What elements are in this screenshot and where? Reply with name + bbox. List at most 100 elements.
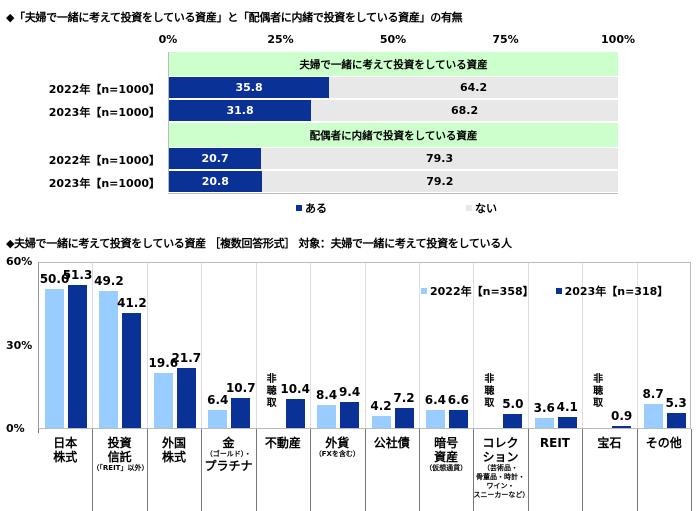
y-tick-label: 0% [6,422,25,435]
group-band-label: 配偶者に内緒で投資をしている資産 [169,123,618,147]
category-label: 日本 株式 [38,436,92,464]
legend-label: 2023年【n=318】 [564,285,669,298]
category-main-text: 日本 [53,436,78,450]
legend-swatch-icon [555,288,562,294]
category-main-text: 信託 [107,450,132,464]
axis-tick-label: 100% [601,33,635,46]
bar-2022 [534,417,554,428]
grid-line [310,263,312,428]
grid-line [146,263,148,428]
grid-line [364,263,366,428]
bar-2023 [394,407,414,428]
data-label: 49.2 [94,274,124,289]
group-band-label: 夫婦で一緒に考えて投資をしている資産 [169,52,618,76]
bar-2023 [122,313,142,428]
data-label: 10.7 [225,381,256,396]
row-label: 2022年【n=1000】 [48,83,160,96]
y-tick-label: 30% [6,338,33,352]
grid-line [582,263,584,428]
data-label: 4.2 [370,399,392,414]
data-label: 6.6 [447,392,470,407]
bar-2022 [643,403,663,428]
category-main-text: 資産 [434,450,459,464]
category-separator [636,429,638,511]
grid-line [201,263,203,428]
category-separator [691,429,692,511]
bar-segment-nai: 79.2 [261,171,618,192]
bar-2023 [176,367,196,428]
category-sub-text: （芸術品・ [483,464,519,472]
legend-label: ない [475,202,497,215]
axis-tick-label: 75% [492,33,519,46]
category-main-text: 金 [222,436,235,450]
category-sub-text: （「REIT」以外） [92,464,149,472]
no-data-char: 聴 [266,386,277,397]
category-separator [201,429,203,511]
category-sub-text: ワイン・ [486,482,515,490]
row-label: 2023年【n=1000】 [48,106,160,119]
category-separator [418,429,420,511]
legend-item: 2023年【n=318】 [555,283,669,299]
bar-2023 [231,398,251,428]
category-separator [255,429,257,511]
bar-segment-aru: 35.8 [169,77,330,98]
data-label: 0.9 [611,408,633,423]
category-separator [364,429,366,511]
category-main-text: 投資 [107,436,132,450]
legend-item: 2022年【n=358】 [421,283,534,299]
bar-2022 [317,404,337,428]
bar-segment-aru: 20.8 [169,171,262,192]
data-label: 7.2 [393,390,415,405]
category-separator [582,429,584,511]
no-data-char: 取 [266,398,277,409]
bottom-plot-area: 2022年【n=358】 2023年【n=318】 50.0 51.3 49.2 41.2… [38,262,691,429]
category-main-text: 株式 [162,450,187,464]
category-sub-text: 骨董品・時計・ [476,473,526,481]
data-label: 5.0 [502,397,524,412]
no-data-char: 非 [266,374,277,385]
no-data-label: 非聴取 [266,374,278,410]
axis-tick-label: 0% [158,33,178,46]
category-separator [473,429,475,511]
category-main-text: 暗号 [434,436,459,450]
y-tick-label: 60% [6,255,33,268]
grid-line [473,263,475,428]
category-sub-text: （ゴールド）・ [205,450,252,458]
data-label: 41.2 [117,296,147,311]
top-chart-title: ◆「夫婦で一緒に考えて投資をしている資産」と「配偶者に内緒で投資をしている資産」… [6,11,463,24]
category-main-text: プラチナ [204,459,253,473]
grid-line [636,263,638,428]
row-label: 2022年【n=1000】 [48,154,160,167]
category-label: 外貨 （FXを含む） [310,436,364,459]
category-main-text: 株式 [53,450,78,464]
data-label: 51.3 [62,268,93,283]
category-sub-text: （仮想通貨） [425,464,468,472]
bar-2022 [208,410,228,428]
bar-2023 [612,425,632,428]
category-label: REIT [528,436,582,450]
category-label: 宝石 [582,436,636,450]
grid-line [527,263,529,428]
bar-2023 [557,416,577,428]
category-main-text: 宝石 [597,436,622,450]
data-label: 6.4 [207,393,229,408]
category-sub-text: （FXを含む） [314,450,360,458]
bar-2022 [45,288,64,428]
data-label: 3.6 [533,400,555,415]
bottom-chart-title: ◆夫婦で一緒に考えて投資をしている資産 ［複数回答形式］ 対象：夫婦で一緒に考え… [6,237,512,250]
no-data-label: 非聴取 [592,374,604,410]
no-data-char: 非 [593,374,604,385]
data-label: 5.3 [665,396,687,411]
legend-swatch-icon [466,205,472,211]
axis-bottom-line [168,193,618,194]
category-label: 外国 株式 [147,436,201,464]
category-main-text: コレク [482,436,519,450]
row-label: 2023年【n=1000】 [48,177,160,190]
data-label: 8.4 [315,387,338,402]
bar-segment-nai: 64.2 [329,77,618,98]
legend-item: ない [466,200,497,216]
category-label: 不動産 [256,436,310,450]
bar-segment-nai: 79.3 [261,148,618,169]
legend-label: 2022年【n=358】 [430,285,534,298]
category-main-text: ション [482,450,519,464]
